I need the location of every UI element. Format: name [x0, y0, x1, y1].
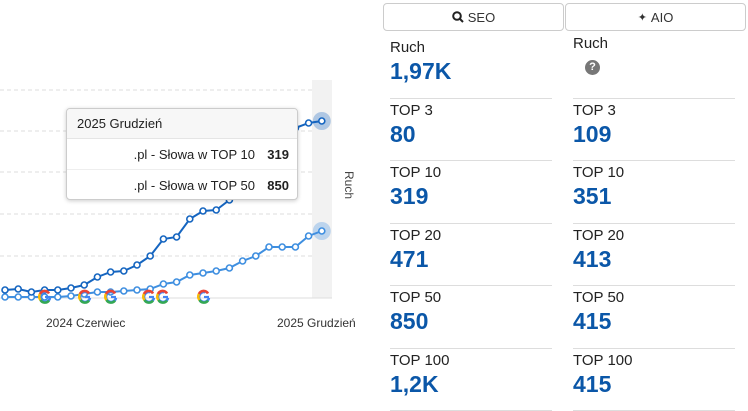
metric-value: 471: [390, 246, 552, 273]
metric-top-50: TOP 50 415: [573, 286, 735, 349]
x-tick-label: 2024 Czerwiec: [46, 316, 125, 330]
data-point[interactable]: [15, 294, 21, 300]
tooltip-title: 2025 Grudzień: [67, 109, 297, 139]
metric-value: 1,97K: [390, 58, 552, 85]
data-point[interactable]: [15, 286, 21, 292]
data-point[interactable]: [240, 258, 246, 264]
data-point[interactable]: [108, 269, 114, 275]
data-point[interactable]: [134, 287, 140, 293]
data-point[interactable]: [266, 244, 272, 250]
metric-top-100: TOP 100 415: [573, 349, 735, 411]
metric-label: TOP 50: [573, 289, 735, 306]
data-point[interactable]: [213, 268, 219, 274]
data-point[interactable]: [121, 268, 127, 274]
data-point[interactable]: [306, 120, 312, 126]
metric-value: 413: [573, 246, 735, 273]
google-update-icon[interactable]: [157, 291, 169, 303]
metric-label: TOP 100: [390, 352, 552, 369]
data-point[interactable]: [319, 228, 325, 234]
metric-label: TOP 50: [390, 289, 552, 306]
data-point[interactable]: [213, 207, 219, 213]
metric-value: 109: [573, 121, 735, 148]
google-update-icon[interactable]: [198, 291, 210, 303]
metric-label: Ruch: [390, 39, 552, 56]
metric-ruch: Ruch?: [573, 32, 735, 99]
metric-label: TOP 3: [390, 102, 552, 119]
metric-top-50: TOP 50 850: [390, 286, 552, 349]
metric-value: 80: [390, 121, 552, 148]
data-point[interactable]: [94, 274, 100, 280]
aio-button[interactable]: ✦ AIO: [565, 3, 746, 31]
metric-top-3: TOP 3 109: [573, 99, 735, 162]
metric-top-10: TOP 10 319: [390, 161, 552, 224]
aio-metrics: Ruch? TOP 3 109 TOP 10 351 TOP 20 413 TOP 50 415…: [573, 32, 735, 411]
tooltip-value: 850: [255, 170, 289, 200]
metric-top-10: TOP 10 351: [573, 161, 735, 224]
metric-top-20: TOP 20 471: [390, 224, 552, 287]
search-icon: [452, 11, 464, 23]
data-point[interactable]: [174, 279, 180, 285]
data-point[interactable]: [160, 281, 166, 287]
data-point[interactable]: [279, 244, 285, 250]
metric-label: TOP 10: [573, 164, 735, 181]
data-point[interactable]: [200, 208, 206, 214]
seo-button[interactable]: SEO: [383, 3, 564, 31]
data-point[interactable]: [28, 289, 34, 295]
data-point[interactable]: [160, 236, 166, 242]
data-point[interactable]: [306, 233, 312, 239]
metric-top-20: TOP 20 413: [573, 224, 735, 287]
tooltip-value: 319: [255, 139, 289, 169]
data-point[interactable]: [2, 294, 8, 300]
tooltip-label: .pl - Słowa w TOP 50: [134, 170, 255, 200]
metric-label: TOP 100: [573, 352, 735, 369]
data-point[interactable]: [174, 234, 180, 240]
metric-label: TOP 10: [390, 164, 552, 181]
google-update-icon[interactable]: [105, 291, 117, 303]
data-point[interactable]: [200, 270, 206, 276]
metric-value: 319: [390, 183, 552, 210]
metric-ruch: Ruch 1,97K: [390, 36, 552, 99]
metric-top-100: TOP 100 1,2K: [390, 349, 552, 411]
data-point[interactable]: [147, 253, 153, 259]
metric-label: TOP 20: [390, 227, 552, 244]
y-axis-label: Ruch: [342, 171, 356, 199]
metric-value: 415: [573, 308, 735, 335]
seo-label: SEO: [468, 10, 495, 25]
data-point[interactable]: [81, 282, 87, 288]
data-point[interactable]: [134, 262, 140, 268]
data-point[interactable]: [187, 216, 193, 222]
help-icon[interactable]: ?: [585, 60, 600, 75]
metric-label: TOP 20: [573, 227, 735, 244]
metric-value: 850: [390, 308, 552, 335]
data-point[interactable]: [55, 287, 61, 293]
sparkle-icon: ✦: [638, 11, 647, 24]
data-point[interactable]: [226, 265, 232, 271]
metric-top-3: TOP 3 80: [390, 99, 552, 162]
metric-label: TOP 3: [573, 102, 735, 119]
data-point[interactable]: [68, 293, 74, 299]
tooltip-label: .pl - Słowa w TOP 10: [134, 139, 255, 169]
metric-label: Ruch: [573, 35, 735, 52]
metric-value: 1,2K: [390, 371, 552, 398]
data-point[interactable]: [253, 253, 259, 259]
aio-label: AIO: [651, 10, 673, 25]
data-point[interactable]: [121, 288, 127, 294]
data-point[interactable]: [55, 294, 61, 300]
data-point[interactable]: [2, 287, 8, 293]
data-point[interactable]: [68, 285, 74, 291]
google-update-icon[interactable]: [79, 291, 91, 303]
data-point[interactable]: [187, 272, 193, 278]
seo-metrics: Ruch 1,97K TOP 3 80 TOP 10 319 TOP 20 471 TOP 50…: [390, 36, 552, 411]
x-tick-label: 2025 Grudzień: [277, 316, 356, 330]
metric-value: 415: [573, 371, 735, 398]
data-point[interactable]: [94, 289, 100, 295]
google-update-icon[interactable]: [39, 291, 51, 303]
data-point[interactable]: [292, 244, 298, 250]
google-update-icon[interactable]: [143, 291, 155, 303]
metric-value: 351: [573, 183, 735, 210]
data-point[interactable]: [319, 118, 325, 124]
